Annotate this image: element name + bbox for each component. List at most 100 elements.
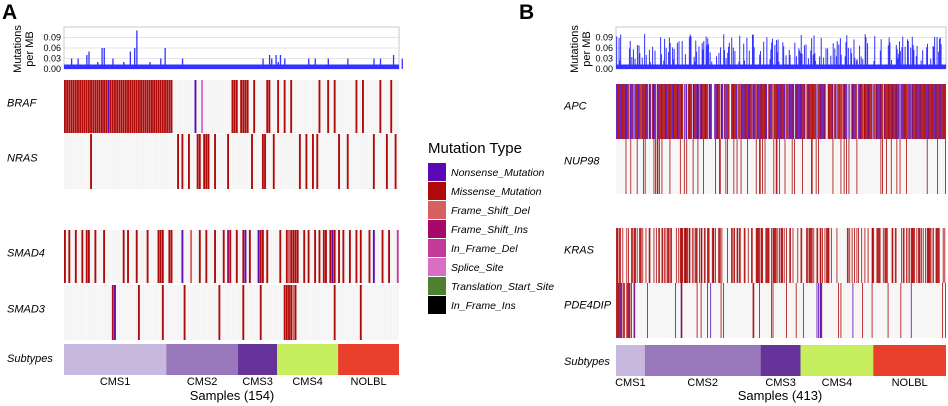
empty-cell (827, 283, 829, 338)
mutation-cell (194, 80, 197, 133)
empty-cell (782, 283, 783, 338)
empty-cell (183, 134, 186, 189)
empty-cell (737, 139, 739, 194)
empty-cell (663, 139, 664, 194)
mutation-cell (822, 84, 824, 139)
empty-cell (281, 80, 284, 133)
subtype-block-cms2 (166, 344, 239, 375)
mutation-cell (821, 84, 823, 139)
empty-cell (142, 285, 144, 340)
empty-cell (650, 283, 651, 338)
mutation-cell (627, 283, 628, 338)
empty-cell (711, 139, 713, 194)
empty-cell (661, 283, 663, 338)
mutation-cell (244, 80, 247, 133)
empty-cell (874, 283, 876, 338)
mutation-cell (918, 228, 919, 283)
empty-cell (767, 84, 768, 139)
mutation-cell (743, 228, 745, 283)
empty-cell (255, 230, 258, 283)
empty-cell (211, 230, 214, 283)
mutation-cell (381, 230, 384, 283)
empty-cell (314, 134, 316, 189)
empty-cell (692, 283, 694, 338)
mutation-cell (633, 283, 635, 338)
empty-cell (790, 283, 792, 338)
empty-cell (351, 285, 353, 340)
mutation-cell (766, 84, 768, 139)
empty-cell (632, 283, 634, 338)
empty-cell (790, 139, 792, 194)
empty-cell (942, 283, 944, 338)
empty-cell (359, 134, 362, 189)
empty-cell (68, 285, 71, 340)
empty-cell (838, 139, 839, 194)
empty-cell (656, 228, 658, 283)
mutation-cell (850, 84, 852, 139)
burden-bar (134, 48, 136, 69)
mutation-cell (625, 139, 627, 194)
empty-cell (807, 139, 809, 194)
empty-cell (853, 139, 854, 194)
mutation-cell (882, 84, 883, 139)
mutation-cell (731, 84, 732, 139)
empty-cell (908, 139, 910, 194)
subtype-label: CMS1 (100, 376, 131, 388)
empty-cell (288, 80, 290, 133)
empty-cell (628, 228, 630, 283)
mutation-cell (745, 84, 747, 139)
mutation-cell (855, 84, 857, 139)
mutation-cell (767, 84, 769, 139)
empty-cell (830, 283, 831, 338)
mutation-cell (885, 84, 887, 139)
mutation-cell (261, 134, 264, 189)
mutation-cell (242, 285, 245, 340)
empty-cell (233, 285, 236, 340)
empty-cell (716, 283, 718, 338)
empty-cell (255, 285, 258, 340)
mutation-cell (920, 84, 922, 139)
empty-cell (351, 230, 353, 283)
mutation-cell (797, 84, 799, 139)
mutation-cell (235, 80, 238, 133)
mutation-cell (945, 139, 947, 194)
mutation-cell (898, 84, 899, 139)
empty-cell (932, 228, 934, 283)
mutation-cell (368, 230, 371, 283)
empty-cell (832, 283, 834, 338)
empty-cell (925, 283, 926, 338)
empty-cell (396, 285, 399, 340)
empty-cell (776, 283, 778, 338)
mutation-cell (359, 285, 362, 340)
empty-cell (703, 283, 704, 338)
empty-cell (624, 283, 626, 338)
mutation-cell (819, 84, 821, 139)
empty-cell (172, 230, 175, 283)
empty-cell (348, 134, 351, 189)
empty-cell (220, 134, 223, 189)
empty-cell (856, 283, 858, 338)
mutation-cell (784, 84, 786, 139)
mutation-cell (77, 80, 79, 133)
empty-cell (758, 283, 759, 338)
mutation-cell (133, 80, 136, 133)
mutation-cell (873, 84, 875, 139)
empty-cell (791, 228, 793, 283)
empty-cell (784, 283, 786, 338)
empty-cell (716, 139, 718, 194)
burden-bar (759, 54, 761, 69)
empty-cell (898, 283, 899, 338)
mutation-cell (668, 84, 670, 139)
empty-cell (696, 139, 698, 194)
mutation-cell (922, 84, 923, 139)
empty-cell (816, 84, 818, 139)
empty-cell (651, 84, 652, 139)
mutation-cell (719, 139, 721, 194)
mutation-cell (922, 84, 924, 139)
mutation-cell (880, 84, 882, 139)
mutation-cell (733, 228, 735, 283)
mutation-cell (725, 139, 727, 194)
empty-cell (720, 228, 722, 283)
burden-bar (800, 35, 802, 69)
empty-cell (915, 139, 917, 194)
